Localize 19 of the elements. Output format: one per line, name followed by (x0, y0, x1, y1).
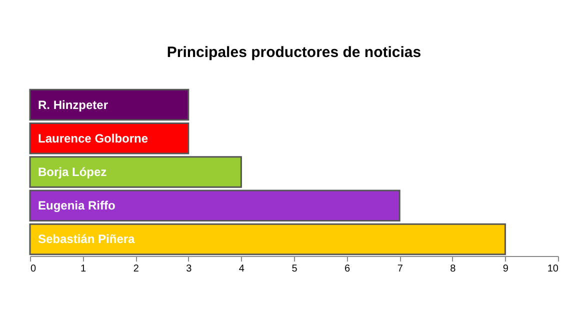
bar (29, 88, 190, 121)
x-tick-label: 6 (344, 264, 351, 274)
x-tick-label: 5 (292, 264, 298, 274)
x-tick-label: 3 (186, 264, 192, 274)
x-tick-label: 10 (547, 264, 559, 274)
chart-title: Principales productores de noticias (166, 44, 422, 61)
x-tick-label: 0 (30, 264, 36, 274)
x-tick-label: 1 (80, 264, 87, 274)
y-tick-label: Borja López (38, 165, 107, 179)
x-tick-label: 2 (133, 264, 140, 274)
x-tick-label: 8 (450, 264, 456, 274)
y-tick-label: R. Hinzpeter (38, 98, 108, 112)
x-tick-label: 4 (238, 264, 245, 274)
y-tick-label: Sebastián Piñera (38, 232, 136, 246)
x-tick-label: 9 (502, 264, 509, 274)
y-tick-label: Laurence Golborne (38, 131, 148, 146)
y-tick-label: Eugenia Riffo (38, 198, 116, 213)
bar (29, 223, 506, 256)
x-tick-label: 7 (397, 264, 404, 274)
